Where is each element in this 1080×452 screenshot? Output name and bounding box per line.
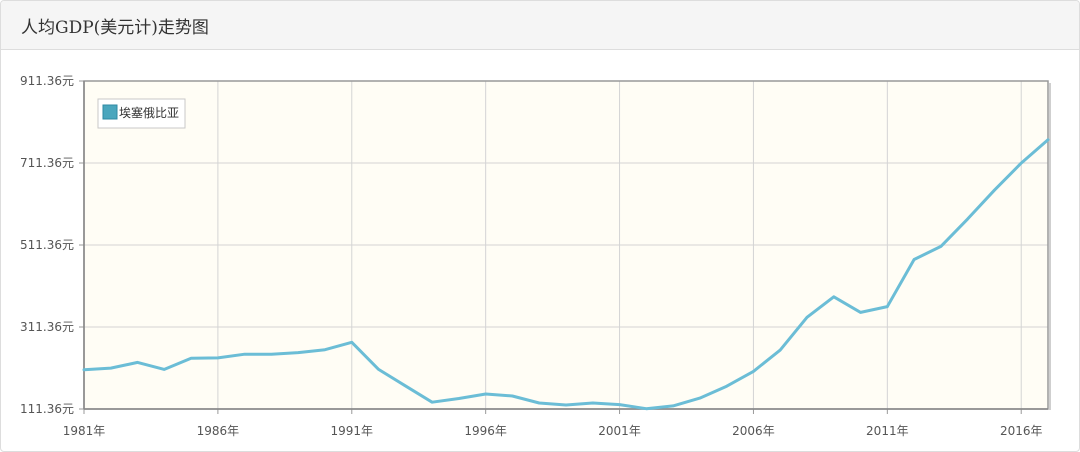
data-point — [886, 305, 889, 308]
data-point — [216, 356, 220, 360]
data-point — [698, 396, 702, 400]
legend[interactable]: 埃塞俄比亚 — [97, 98, 186, 129]
data-point — [564, 403, 568, 407]
data-point — [243, 353, 246, 356]
data-point — [805, 316, 809, 319]
series-layer — [82, 138, 1050, 411]
grid-layer — [83, 80, 1048, 410]
x-tick-label: 2016年 — [1000, 424, 1043, 438]
data-point — [136, 361, 139, 364]
data-point — [939, 245, 943, 248]
y-tick-label: 711.36元 — [20, 156, 74, 170]
x-tick-label: 2006年 — [732, 424, 775, 438]
data-point — [1020, 161, 1023, 165]
data-point — [1046, 138, 1050, 141]
data-point — [671, 404, 675, 408]
axis-layer: 111.36元 311.36元 511.36元 711.36元 911.36元 1981年… — [20, 74, 1051, 438]
legend-swatch — [102, 104, 118, 120]
data-point — [618, 403, 621, 406]
data-point — [725, 384, 728, 388]
data-point — [538, 401, 541, 405]
data-point — [752, 370, 755, 373]
x-tick-label: 2001年 — [598, 424, 641, 438]
panel-header: 人均GDP(美元计)走势图 — [1, 1, 1079, 50]
x-tick-label: 1991年 — [331, 424, 374, 438]
data-point — [430, 400, 434, 404]
data-point — [484, 392, 487, 396]
x-tick-label: 2011年 — [866, 424, 909, 438]
data-point — [109, 366, 112, 370]
y-tick-label: 111.36元 — [20, 402, 74, 416]
data-point — [832, 295, 835, 299]
data-point — [297, 351, 300, 354]
data-point — [966, 217, 969, 221]
data-point — [82, 368, 86, 371]
y-tick-label: 511.36元 — [20, 238, 74, 252]
data-point — [163, 368, 166, 371]
x-tick-label: 1986年 — [197, 424, 240, 438]
data-point — [511, 394, 514, 398]
data-point — [779, 348, 782, 352]
x-tick-label: 1981年 — [63, 424, 106, 438]
data-point — [350, 341, 353, 344]
data-point — [404, 384, 407, 387]
y-tick-label: 311.36元 — [20, 320, 74, 334]
data-point — [859, 311, 862, 314]
data-point — [912, 258, 916, 261]
data-point — [993, 189, 996, 192]
data-point — [189, 357, 193, 360]
data-point — [323, 348, 327, 351]
data-point — [591, 401, 594, 405]
x-tick-label: 1996年 — [464, 424, 507, 438]
data-point — [457, 397, 461, 400]
data-point — [377, 368, 380, 371]
page-title: 人均GDP(美元计)走势图 — [21, 18, 209, 38]
data-point — [645, 407, 648, 410]
legend-label: 埃塞俄比亚 — [119, 105, 179, 120]
y-tick-label: 911.36元 — [20, 74, 74, 88]
data-point — [270, 353, 273, 356]
